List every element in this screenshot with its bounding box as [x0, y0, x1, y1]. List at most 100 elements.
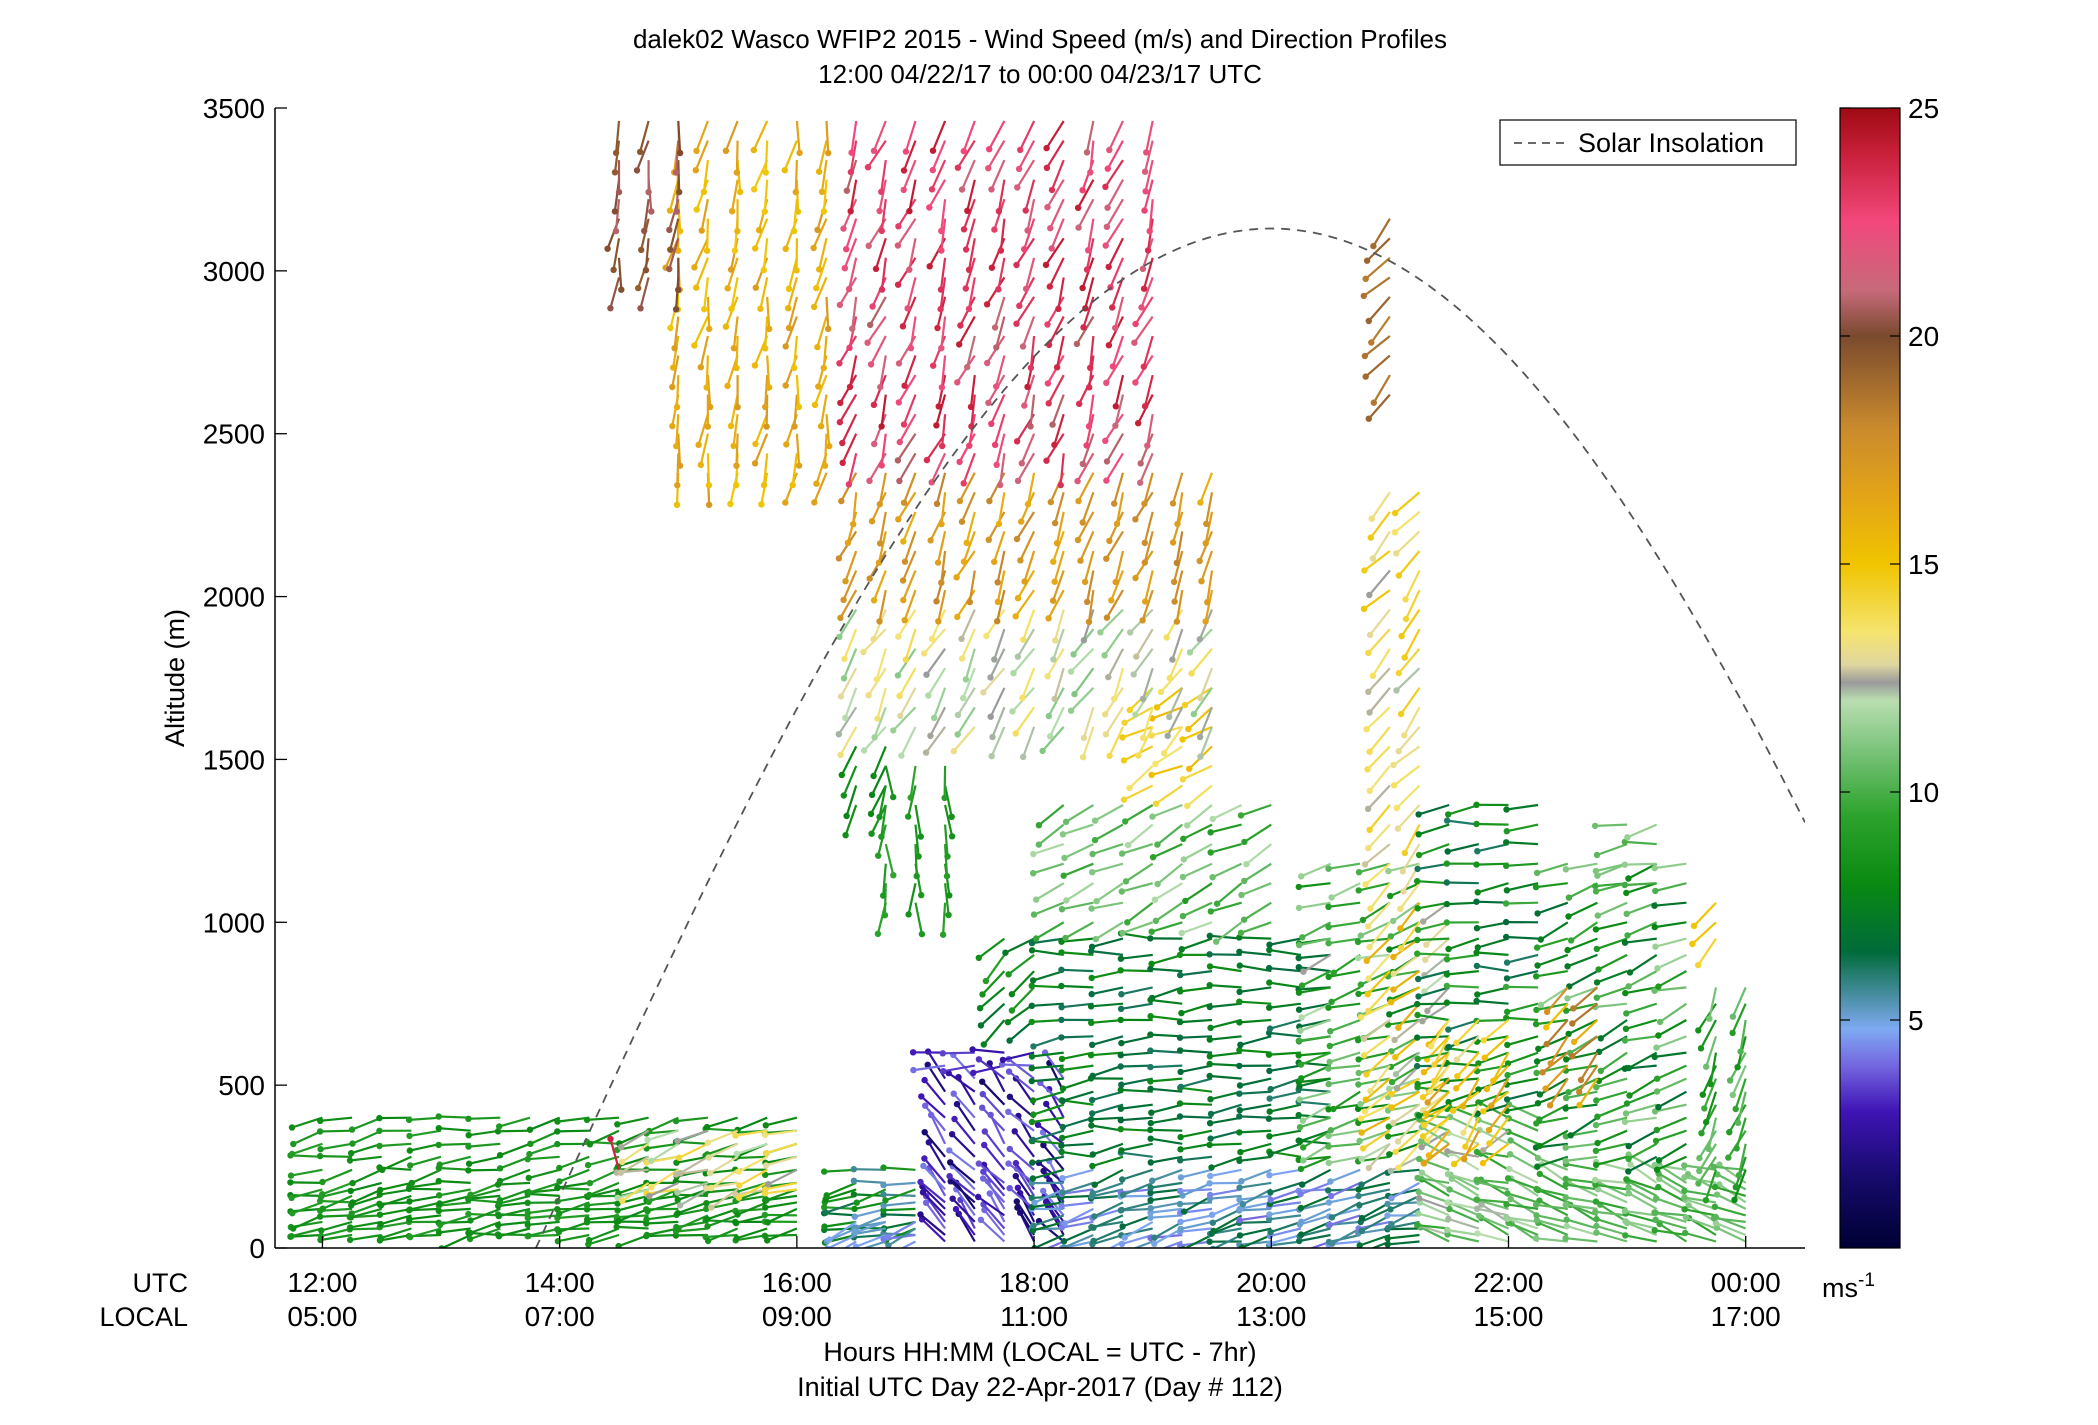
- wind-barb-head: [1080, 637, 1088, 644]
- wind-barb-head: [1243, 861, 1250, 868]
- wind-barb: [878, 179, 887, 212]
- wind-barb: [838, 394, 858, 423]
- wind-barb-head: [900, 186, 907, 194]
- wind-barb: [1328, 921, 1361, 929]
- wind-barb-head: [1091, 1181, 1098, 1188]
- wind-barb: [1446, 1077, 1479, 1083]
- wind-barb-head: [1088, 990, 1095, 998]
- wind-barb-head: [1593, 945, 1601, 953]
- wind-barb-head: [1295, 1052, 1302, 1059]
- wind-barb-head: [1075, 224, 1082, 231]
- wind-barb-head: [884, 1253, 890, 1259]
- wind-barb-head: [1474, 1230, 1481, 1237]
- wind-barb: [1018, 140, 1036, 170]
- wind-barb-head: [526, 1126, 534, 1133]
- wind-barb-head: [1362, 373, 1369, 380]
- wind-barb: [1545, 1002, 1569, 1029]
- wind-barb-head: [958, 518, 966, 525]
- wind-barb-head: [928, 635, 936, 642]
- wind-barb-head: [1109, 304, 1116, 311]
- wind-barb: [349, 1233, 382, 1241]
- wind-barb: [587, 1201, 620, 1207]
- wind-barb-head: [1453, 1085, 1460, 1092]
- wind-barb: [617, 257, 623, 290]
- wind-barb-head: [1047, 225, 1054, 232]
- wind-barb-head: [1196, 733, 1204, 741]
- wind-barb-head: [970, 1069, 977, 1077]
- wind-barb: [1358, 882, 1391, 892]
- wind-barb: [1627, 921, 1658, 937]
- x-ticks: 12:0005:0014:0007:0016:0009:0018:0011:00…: [287, 1236, 1781, 1332]
- wind-barb-head: [878, 833, 885, 840]
- wind-barb: [925, 726, 946, 754]
- wind-barb: [1024, 179, 1036, 211]
- wind-barb: [1121, 1201, 1153, 1211]
- wind-barb-head: [755, 227, 763, 234]
- wind-barb-head: [997, 247, 1005, 254]
- wind-barb-head: [1029, 1097, 1037, 1104]
- wind-barb-head: [899, 577, 907, 584]
- wind-barb: [1143, 472, 1154, 504]
- wind-barb: [825, 1188, 857, 1201]
- wind-barb: [1031, 937, 1064, 945]
- wind-barb: [1241, 882, 1272, 897]
- wind-barb-head: [1151, 1240, 1158, 1248]
- wind-barb: [1144, 374, 1154, 407]
- wind-barb-head: [991, 656, 998, 663]
- wind-barb-head: [1058, 906, 1066, 913]
- wind-barb: [1545, 1019, 1569, 1045]
- wind-barb: [1075, 315, 1095, 345]
- wind-barb: [1360, 1103, 1391, 1120]
- wind-barb: [1655, 1129, 1687, 1142]
- wind-barb-head: [672, 169, 680, 176]
- wind-barb-head: [1415, 831, 1422, 838]
- wind-barb-head: [555, 1228, 563, 1236]
- wind-barb: [1358, 862, 1391, 874]
- wind-barb: [1239, 1155, 1272, 1162]
- wind-barb-head: [1177, 1218, 1184, 1226]
- wind-barb: [1216, 882, 1243, 905]
- wind-barb: [1269, 1194, 1302, 1205]
- wind-barb-head: [1236, 1184, 1243, 1191]
- wind-barb: [1536, 1187, 1569, 1197]
- wind-barb: [1268, 1031, 1302, 1038]
- wind-barb: [1657, 1186, 1687, 1204]
- wind-barb: [1298, 882, 1331, 888]
- wind-barb-head: [865, 692, 872, 699]
- wind-barb-head: [1266, 1240, 1274, 1247]
- wind-barb-head: [1328, 1240, 1336, 1247]
- wind-barb: [1433, 1035, 1451, 1066]
- wind-barb-head: [1147, 1063, 1154, 1071]
- wind-barb-head: [1044, 380, 1052, 387]
- wind-barb: [822, 335, 828, 368]
- wind-barb-head: [1414, 936, 1421, 944]
- wind-barb-head: [1113, 520, 1121, 527]
- wind-barb-head: [1085, 423, 1093, 430]
- wind-barb: [1478, 1090, 1509, 1104]
- wind-barb: [989, 687, 1006, 718]
- wind-barb-head: [1473, 861, 1480, 868]
- wind-barb-head: [813, 284, 820, 292]
- wind-barb: [1360, 1207, 1391, 1224]
- wind-barb-head: [1356, 1202, 1363, 1209]
- wind-barb: [1243, 823, 1272, 843]
- wind-barb: [735, 433, 739, 466]
- wind-barb: [468, 1198, 501, 1204]
- wind-barb-head: [676, 1202, 684, 1209]
- wind-barb: [1032, 843, 1065, 856]
- wind-barb: [438, 1207, 471, 1212]
- wind-barb: [1199, 706, 1214, 738]
- wind-barb-head: [673, 403, 681, 411]
- x-tick-label-local: 11:00: [1000, 1301, 1068, 1332]
- wind-barb: [855, 1233, 887, 1248]
- wind-barb-head: [736, 188, 744, 196]
- wind-barb-head: [1365, 975, 1372, 982]
- wind-barb: [826, 1181, 857, 1197]
- wind-barb-head: [1388, 1090, 1395, 1098]
- wind-barb: [615, 120, 621, 153]
- wind-barb: [1062, 1168, 1094, 1180]
- wind-barb: [1390, 1181, 1421, 1200]
- wind-barb-head: [1325, 1065, 1332, 1072]
- wind-barb: [1447, 1217, 1480, 1230]
- wind-barb-head: [1446, 1186, 1453, 1193]
